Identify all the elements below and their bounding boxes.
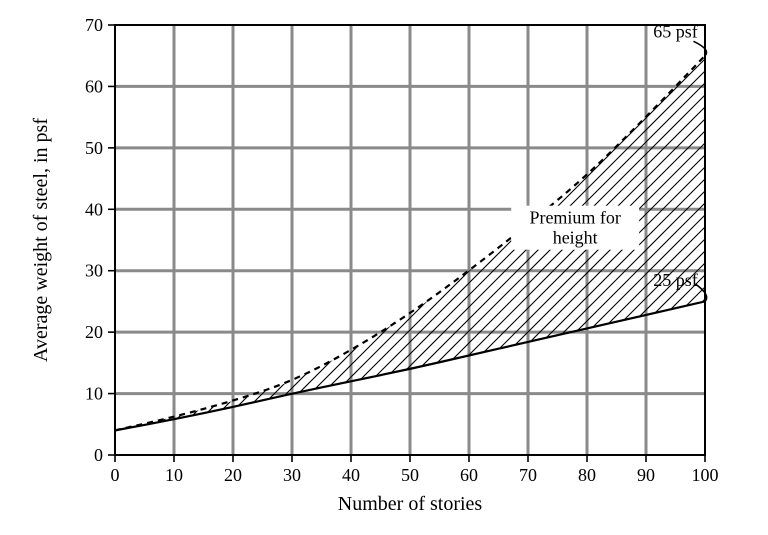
x-tick-label: 20 xyxy=(224,465,242,485)
x-tick-label: 30 xyxy=(283,465,301,485)
y-tick-label: 70 xyxy=(85,15,103,35)
x-tick-label: 60 xyxy=(460,465,478,485)
y-tick-label: 10 xyxy=(85,384,103,404)
y-tick-label: 20 xyxy=(85,322,103,342)
y-axis-label: Average weight of steel, in psf xyxy=(30,118,52,362)
x-tick-label: 90 xyxy=(637,465,655,485)
chart-container: 0 10 20 30 40 50 60 70 80 90 100 0 10 20 30 40 50 60 70 Num… xyxy=(0,0,768,535)
y-tick-label: 60 xyxy=(85,76,103,96)
upper-bound-label: 65 psf xyxy=(653,21,698,41)
x-axis-label: Number of stories xyxy=(338,493,483,515)
y-tick-label: 50 xyxy=(85,138,103,158)
steel-weight-chart: 0 10 20 30 40 50 60 70 80 90 100 0 10 20 30 40 50 60 70 Num… xyxy=(0,0,768,535)
x-tick-label: 50 xyxy=(401,465,419,485)
premium-label-line2: height xyxy=(553,228,598,248)
y-tick-label: 40 xyxy=(85,199,103,219)
x-tick-label: 0 xyxy=(111,465,120,485)
x-tick-label: 10 xyxy=(165,465,183,485)
x-tick-label: 80 xyxy=(578,465,596,485)
premium-label-line1: Premium for xyxy=(529,208,621,228)
x-tick-label: 70 xyxy=(519,465,537,485)
y-tick-label: 30 xyxy=(85,261,103,281)
lower-bound-label: 25 psf xyxy=(653,270,698,290)
y-tick-label: 0 xyxy=(94,445,103,465)
x-tick-label: 100 xyxy=(692,465,719,485)
x-tick-label: 40 xyxy=(342,465,360,485)
